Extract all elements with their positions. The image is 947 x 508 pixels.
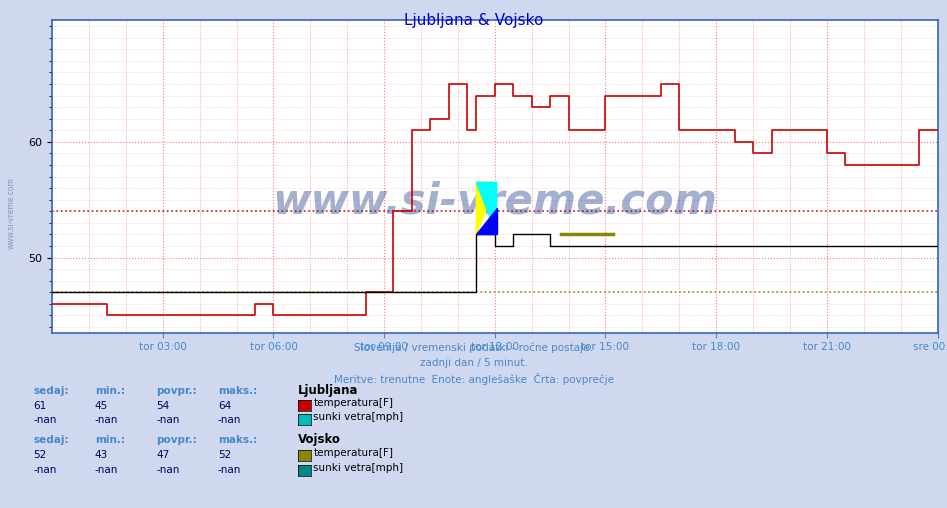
Text: povpr.:: povpr.:: [156, 386, 197, 396]
Text: 52: 52: [33, 450, 46, 460]
Text: Vojsko: Vojsko: [298, 433, 341, 446]
Text: 43: 43: [95, 450, 108, 460]
Text: -nan: -nan: [218, 415, 241, 425]
Text: temperatura[F]: temperatura[F]: [313, 448, 393, 458]
Text: sedaj:: sedaj:: [33, 386, 69, 396]
Text: sunki vetra[mph]: sunki vetra[mph]: [313, 463, 403, 473]
Text: www.si-vreme.com: www.si-vreme.com: [7, 177, 16, 249]
Text: 64: 64: [218, 401, 231, 411]
Text: min.:: min.:: [95, 435, 125, 445]
Text: -nan: -nan: [33, 465, 57, 475]
Text: Ljubljana & Vojsko: Ljubljana & Vojsko: [403, 13, 544, 28]
Text: -nan: -nan: [95, 415, 118, 425]
Text: 52: 52: [218, 450, 231, 460]
Text: -nan: -nan: [33, 415, 57, 425]
Text: Ljubljana: Ljubljana: [298, 384, 359, 397]
Polygon shape: [476, 182, 496, 234]
Text: min.:: min.:: [95, 386, 125, 396]
Text: zadnji dan / 5 minut.: zadnji dan / 5 minut.: [420, 358, 527, 368]
Text: maks.:: maks.:: [218, 435, 257, 445]
Text: -nan: -nan: [156, 465, 180, 475]
Text: Meritve: trenutne  Enote: anglešaške  Črta: povprečje: Meritve: trenutne Enote: anglešaške Črta…: [333, 373, 614, 386]
Polygon shape: [476, 208, 496, 234]
Text: temperatura[F]: temperatura[F]: [313, 398, 393, 408]
Polygon shape: [476, 182, 496, 234]
Text: -nan: -nan: [156, 415, 180, 425]
Text: 47: 47: [156, 450, 170, 460]
Text: sunki vetra[mph]: sunki vetra[mph]: [313, 412, 403, 422]
Text: povpr.:: povpr.:: [156, 435, 197, 445]
Text: sedaj:: sedaj:: [33, 435, 69, 445]
Text: -nan: -nan: [218, 465, 241, 475]
Text: 45: 45: [95, 401, 108, 411]
Text: www.si-vreme.com: www.si-vreme.com: [273, 180, 717, 223]
Text: maks.:: maks.:: [218, 386, 257, 396]
Text: 61: 61: [33, 401, 46, 411]
Text: 54: 54: [156, 401, 170, 411]
Text: Slovenija / vremenski podatki - ročne postaje.: Slovenija / vremenski podatki - ročne po…: [354, 343, 593, 354]
Text: -nan: -nan: [95, 465, 118, 475]
